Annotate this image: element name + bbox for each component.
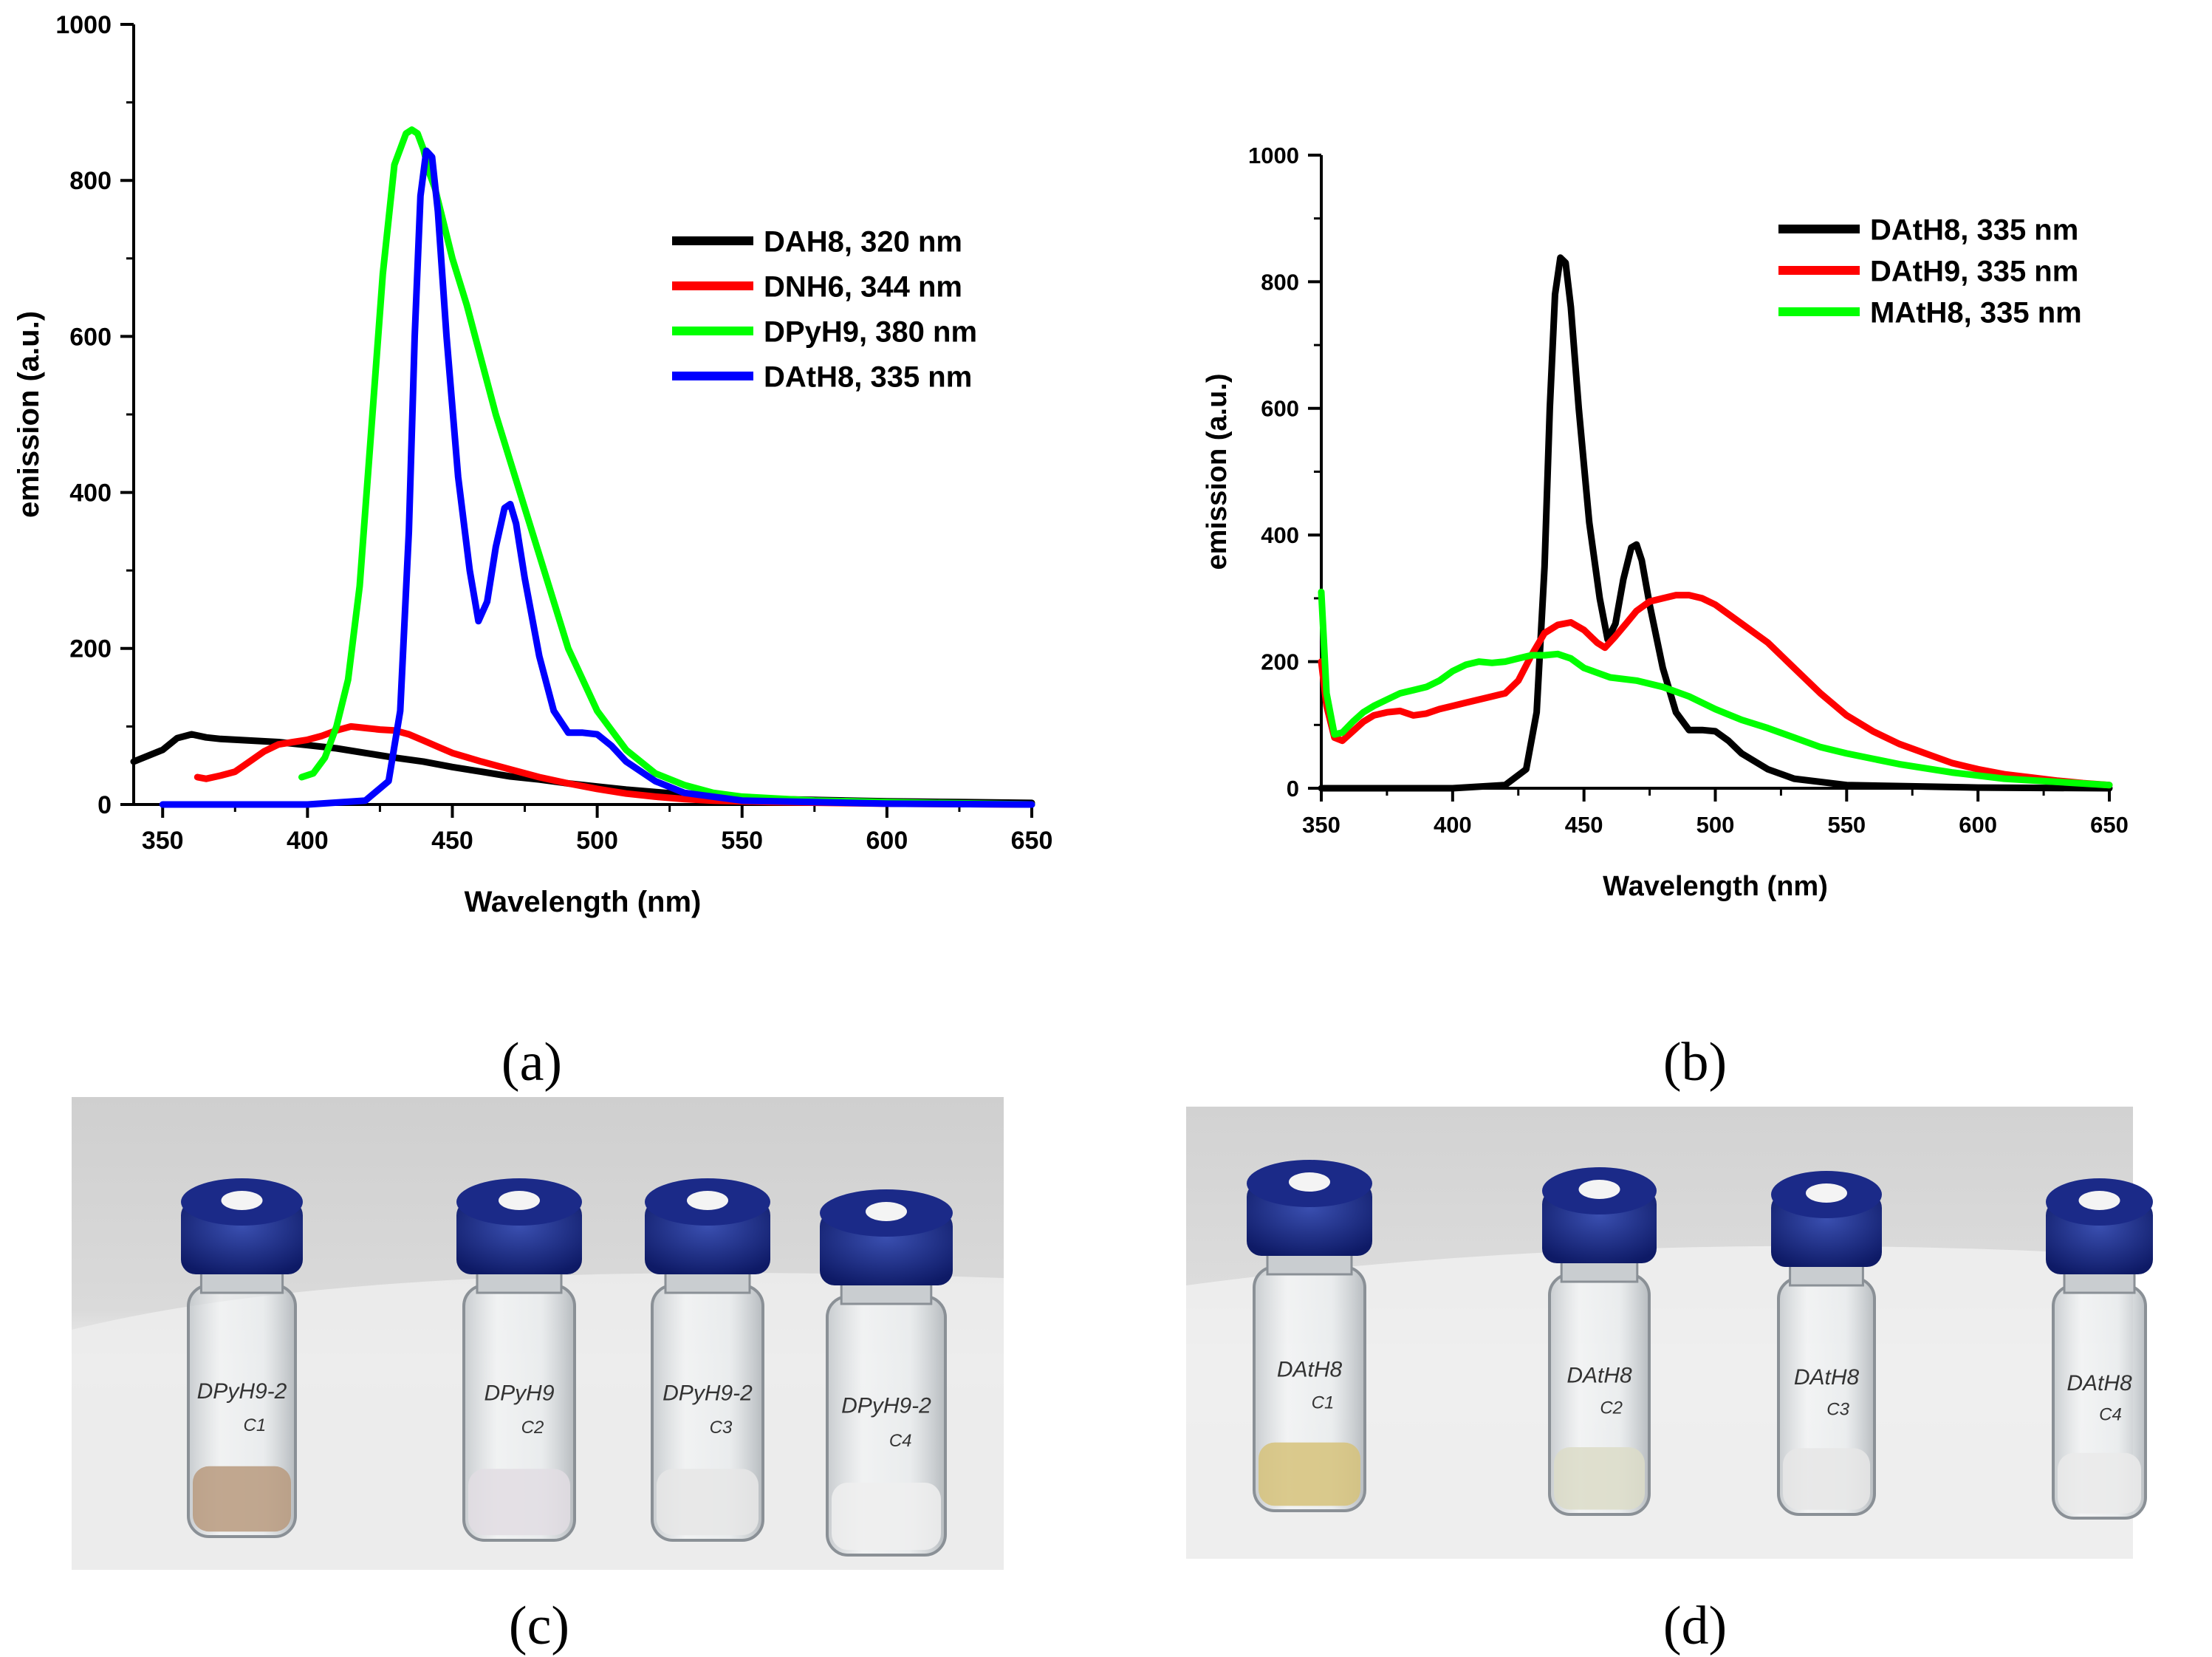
x-tick-label: 650 xyxy=(2090,812,2129,838)
vial-handwritten-label: DAtH8 xyxy=(1566,1363,1632,1387)
legend-label: DPyH9, 380 nm xyxy=(764,315,977,348)
vial-cap-septum xyxy=(1578,1180,1620,1199)
y-tick-label: 200 xyxy=(69,635,112,663)
y-tick-label: 400 xyxy=(69,479,112,508)
vial-handwritten-label: DPyH9-2 xyxy=(662,1381,753,1405)
series-line-1 xyxy=(194,722,1035,808)
vial-cap-septum xyxy=(687,1191,728,1210)
vial-handwritten-label: DAtH8 xyxy=(1277,1358,1343,1382)
vial-handwritten-sub: C2 xyxy=(1600,1398,1623,1418)
legend-label: MAtH8, 335 nm xyxy=(1870,296,2082,329)
y-axis-title: emission (a.u.) xyxy=(1202,373,1233,570)
legend-label: DAtH8, 335 nm xyxy=(764,361,972,393)
vial: DPyH9-2 C3 xyxy=(645,1178,770,1542)
x-tick-label: 400 xyxy=(1434,812,1472,838)
chart-a: 350 400 450 500 550 600 650 0 200 400 600 800 1000 Wa… xyxy=(13,11,1052,918)
vial-handwritten-label: DAtH8 xyxy=(1794,1365,1860,1390)
vial-handwritten-sub: C3 xyxy=(710,1418,733,1438)
legend-label: DAH8, 320 nm xyxy=(764,225,962,258)
y-tick-label: 1000 xyxy=(55,11,112,39)
y-axis-title: emission (a.u.) xyxy=(13,311,45,518)
x-tick-label: 550 xyxy=(1827,812,1866,838)
vial-handwritten-label: DPyH9 xyxy=(484,1381,554,1405)
chart-b: 350 400 450 500 550 600 650 0 200 400 600 800 1000 Wa… xyxy=(1202,143,2129,902)
x-tick-label: 400 xyxy=(287,827,329,855)
series-line-0 xyxy=(130,731,1035,807)
vial-handwritten-label: DPyH9-2 xyxy=(197,1379,287,1404)
panel-label-a: (a) xyxy=(501,1032,562,1093)
series-line-2 xyxy=(1318,588,2113,789)
vial-handwritten-sub: C2 xyxy=(521,1418,544,1438)
vial-handwritten-sub: C3 xyxy=(1826,1400,1849,1420)
vial-cap-septum xyxy=(1289,1172,1330,1192)
series-line-3 xyxy=(159,147,1035,808)
x-tick-label: 450 xyxy=(431,827,473,855)
panel-label-d: (d) xyxy=(1663,1596,1727,1656)
vial: DAtH8 C1 xyxy=(1247,1160,1372,1512)
vial-handwritten-label: DPyH9-2 xyxy=(841,1394,931,1418)
x-tick-label: 650 xyxy=(1011,827,1053,855)
x-tick-label: 500 xyxy=(1696,812,1735,838)
vial-liquid xyxy=(193,1466,291,1532)
vial-cap-septum xyxy=(221,1191,263,1210)
vial-cap-septum xyxy=(866,1202,907,1221)
vial-handwritten-sub: C4 xyxy=(2099,1405,2122,1425)
panel-label-b: (b) xyxy=(1663,1032,1727,1093)
y-tick-label: 800 xyxy=(69,167,112,195)
x-tick-label: 350 xyxy=(1302,812,1340,838)
vial: DPyH9 C2 xyxy=(456,1178,582,1542)
vial-handwritten-sub: C4 xyxy=(889,1431,912,1451)
vial: DPyH9-2 C1 xyxy=(181,1178,303,1538)
x-tick-label: 600 xyxy=(1959,812,1997,838)
legend-label: DAtH9, 335 nm xyxy=(1870,255,2078,287)
vial-liquid xyxy=(1259,1442,1360,1506)
vial-cap-septum xyxy=(2078,1191,2120,1210)
vial-photo-d: DAtH8 C1 DAtH8 C2 DAtH8 C3 DAtH8 C4 xyxy=(1186,1107,2153,1559)
panel-label-c: (c) xyxy=(509,1596,569,1656)
x-tick-label: 600 xyxy=(866,827,908,855)
y-tick-label: 0 xyxy=(97,791,112,819)
series-line-0 xyxy=(1318,254,2113,792)
y-tick-label: 800 xyxy=(1261,269,1299,295)
series-line-1 xyxy=(1318,592,2113,789)
vial-handwritten-sub: C1 xyxy=(1312,1393,1335,1412)
vial: DPyH9-2 C4 xyxy=(820,1189,953,1557)
vial-liquid xyxy=(2058,1452,2141,1514)
y-tick-label: 600 xyxy=(69,323,112,351)
vial-liquid xyxy=(1783,1448,1870,1510)
white-cloth xyxy=(1186,1246,2133,1559)
y-tick-label: 200 xyxy=(1261,649,1299,674)
vial-cap-septum xyxy=(499,1191,540,1210)
x-tick-label: 550 xyxy=(721,827,763,855)
x-tick-label: 500 xyxy=(576,827,618,855)
vial-liquid xyxy=(468,1469,570,1536)
vial-handwritten-label: DAtH8 xyxy=(2067,1371,2132,1395)
y-tick-label: 400 xyxy=(1261,522,1299,548)
x-tick-label: 450 xyxy=(1565,812,1603,838)
vial: DAtH8 C2 xyxy=(1542,1167,1657,1516)
legend-label: DAtH8, 335 nm xyxy=(1870,213,2078,246)
x-axis-title: Wavelength (nm) xyxy=(1603,871,1828,902)
y-tick-label: 1000 xyxy=(1248,143,1299,168)
series-line-2 xyxy=(298,126,1035,808)
vial: DAtH8 C4 xyxy=(2046,1178,2153,1520)
vial-liquid xyxy=(832,1483,941,1550)
y-tick-label: 600 xyxy=(1261,396,1299,422)
legend-label: DNH6, 344 nm xyxy=(764,270,962,303)
x-tick-label: 350 xyxy=(142,827,184,855)
vial-liquid xyxy=(657,1469,759,1536)
vial: DAtH8 C3 xyxy=(1771,1171,1882,1516)
vial-photo-c: DPyH9-2 C1 DPyH9 C2 DPyH9-2 C3 DPyH9-2 C4 xyxy=(72,1097,1004,1570)
vial-cap-septum xyxy=(1806,1183,1847,1203)
vial-handwritten-sub: C1 xyxy=(244,1415,267,1435)
x-axis-title: Wavelength (nm) xyxy=(465,886,702,918)
y-tick-label: 0 xyxy=(1287,776,1299,802)
vial-liquid xyxy=(1554,1447,1645,1510)
